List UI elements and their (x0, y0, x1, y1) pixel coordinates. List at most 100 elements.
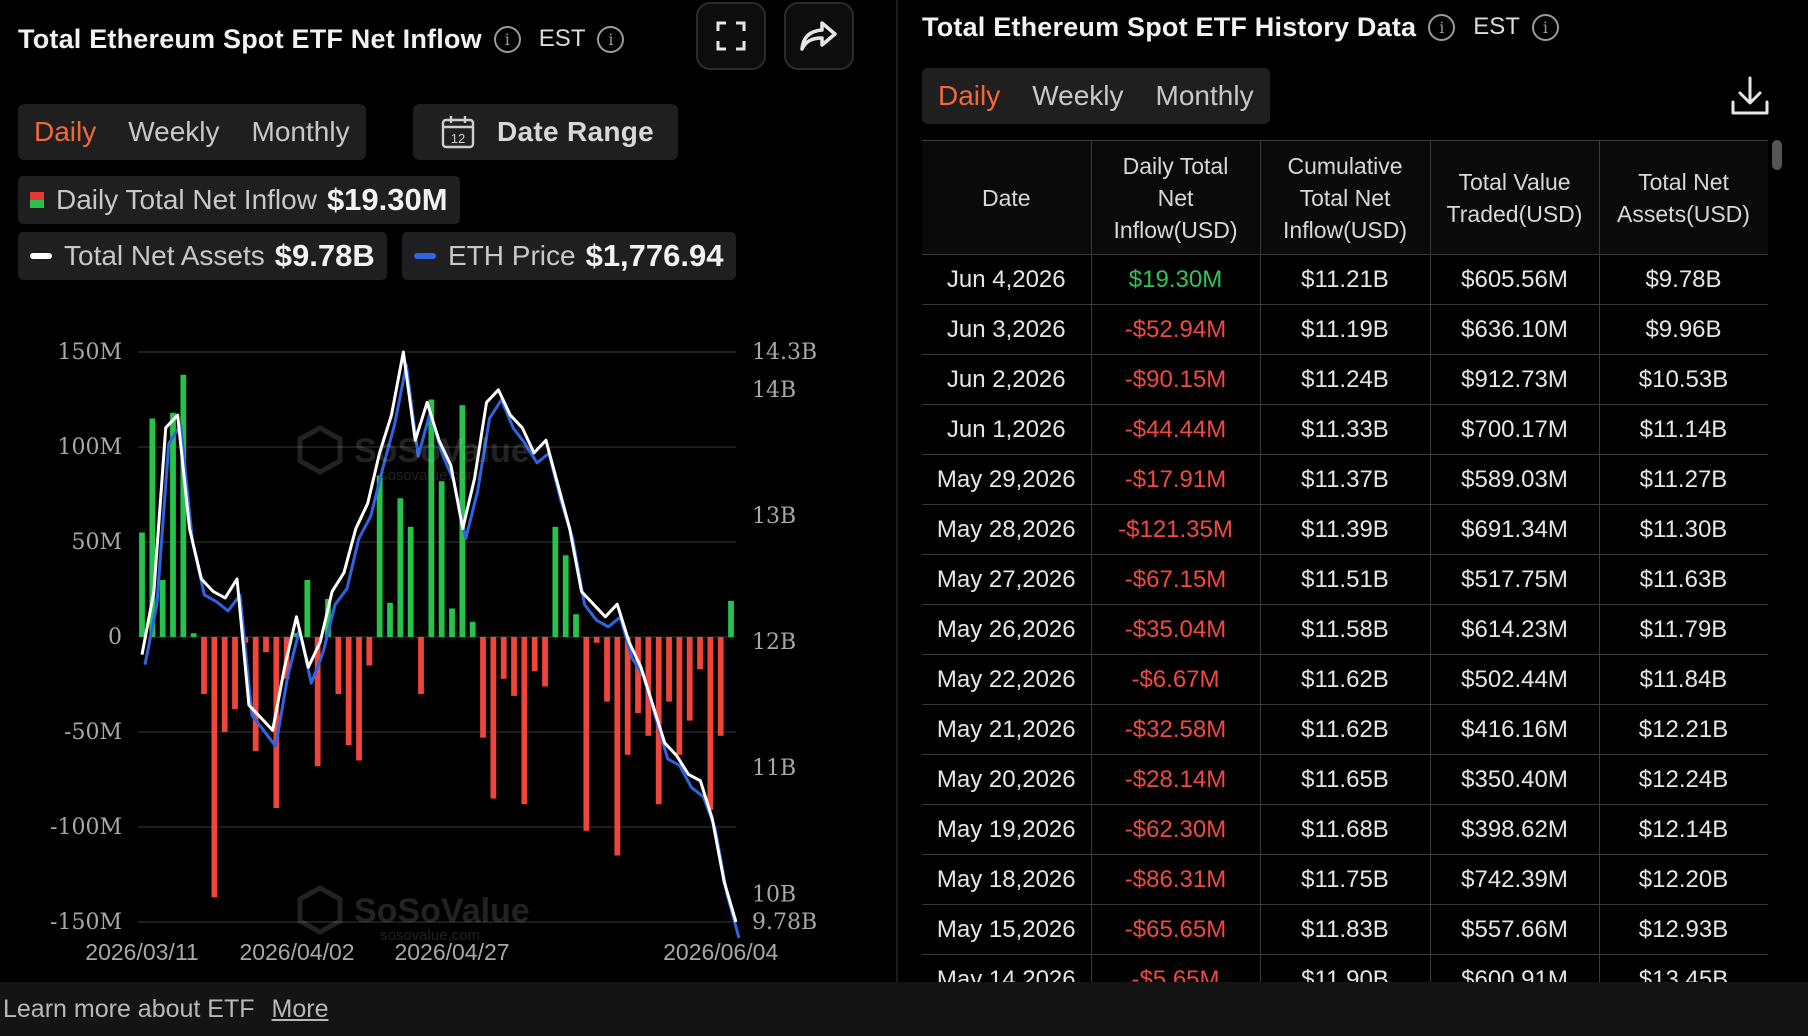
y2-tick-label: 14B (752, 378, 796, 403)
tab-daily[interactable]: Daily (938, 80, 1001, 111)
table-header-row: Date Daily Total Net Inflow(USD) Cumulat… (922, 140, 1768, 255)
tab-monthly[interactable]: Monthly (251, 116, 350, 147)
table-scrollbar[interactable] (1772, 140, 1782, 170)
table-row[interactable]: May 22,2026 -$6.67M $11.62B $502.44M $11.84B (922, 654, 1768, 705)
history-table-container[interactable]: Date Daily Total Net Inflow(USD) Cumulat… (922, 140, 1768, 982)
y-tick-label: 150M (57, 340, 122, 365)
inflow-bar (480, 637, 486, 738)
share-icon (800, 21, 837, 51)
inflow-bar (139, 532, 145, 637)
cell-cumulative: $11.62B (1260, 654, 1431, 705)
cell-assets: $9.78B (1599, 254, 1768, 305)
inflow-panel: Total Ethereum Spot ETF Net Inflow i EST… (0, 0, 897, 982)
legend-assets-label: Total Net Assets (64, 240, 265, 271)
inflow-bar (418, 637, 424, 694)
date-range-button[interactable]: 12 Date Range (413, 104, 678, 160)
col-header-date[interactable]: Date (922, 140, 1092, 255)
table-row[interactable]: May 20,2026 -$28.14M $11.65B $350.40M $12.24… (922, 754, 1768, 805)
y2-tick-label: 14.3B (752, 340, 817, 365)
table-row[interactable]: Jun 1,2026 -$44.44M $11.33B $700.17M $11.14B (922, 404, 1768, 455)
legend-price-value: $1,776.94 (585, 238, 724, 273)
info-icon[interactable]: i (597, 25, 625, 53)
inflow-bar (170, 412, 176, 637)
panel-divider (896, 0, 898, 982)
cell-cumulative: $11.65B (1260, 754, 1431, 805)
info-icon[interactable]: i (1428, 13, 1456, 41)
inflow-bar (211, 637, 218, 898)
inflow-bar (273, 637, 280, 808)
table-row[interactable]: Jun 2,2026 -$90.15M $11.24B $912.73M $10.53B (922, 354, 1768, 405)
svg-text:12: 12 (451, 131, 465, 146)
table-row[interactable]: May 14,2026 -$5.65M $11.90B $600.91M $13.45B (922, 954, 1768, 982)
cell-traded: $502.44M (1430, 654, 1600, 705)
y2-tick-label: 11B (752, 756, 796, 781)
inflow-bar (562, 555, 569, 637)
info-icon[interactable]: i (493, 25, 521, 53)
cell-cumulative: $11.62B (1260, 704, 1431, 755)
y-tick-label: -50M (64, 720, 122, 745)
col-header-assets[interactable]: Total Net Assets(USD) (1599, 140, 1768, 255)
y2-tick-label: 10B (752, 882, 796, 907)
cell-traded: $589.03M (1430, 454, 1600, 505)
table-row[interactable]: May 18,2026 -$86.31M $11.75B $742.39M $12.20… (922, 854, 1768, 905)
cell-cumulative: $11.39B (1260, 504, 1431, 555)
inflow-bar (387, 602, 393, 637)
table-row[interactable]: May 28,2026 -$121.35M $11.39B $691.34M $11.3… (922, 504, 1768, 555)
svg-text:sosovalue.com: sosovalue.com (380, 927, 480, 944)
legend-assets[interactable]: Total Net Assets $9.78B (18, 232, 387, 280)
table-row[interactable]: May 26,2026 -$35.04M $11.58B $614.23M $11.79… (922, 604, 1768, 655)
cell-inflow: -$52.94M (1091, 304, 1261, 355)
svg-text:sosovalue.com: sosovalue.com (380, 467, 480, 484)
tab-weekly[interactable]: Weekly (128, 116, 220, 147)
cell-cumulative: $11.90B (1260, 954, 1431, 982)
tab-monthly[interactable]: Monthly (1155, 80, 1254, 111)
legend-price[interactable]: ETH Price $1,776.94 (402, 232, 736, 280)
x-tick-label: 2026/03/11 (85, 939, 198, 965)
table-row[interactable]: May 15,2026 -$65.65M $11.83B $557.66M $12.93… (922, 904, 1768, 955)
tab-weekly[interactable]: Weekly (1032, 80, 1124, 111)
footer-more-link[interactable]: More (271, 994, 329, 1023)
cell-assets: $11.84B (1599, 654, 1768, 705)
legend-inflow[interactable]: Daily Total Net Inflow $19.30M (18, 176, 460, 224)
cell-date: May 22,2026 (922, 654, 1092, 705)
cell-inflow: -$5.65M (1091, 954, 1261, 982)
table-row[interactable]: May 21,2026 -$32.58M $11.62B $416.16M $12.21… (922, 704, 1768, 755)
col-header-cumulative[interactable]: Cumulative Total Net Inflow(USD) (1260, 140, 1431, 255)
cell-traded: $691.34M (1430, 504, 1600, 555)
col-header-inflow[interactable]: Daily Total Net Inflow(USD) (1091, 140, 1261, 255)
inflow-chart[interactable]: 150M 100M 50M 0 -50M -100M -150M 14.3B 14B 13B 12B… (0, 320, 880, 970)
inflow-bar (252, 637, 259, 751)
inflow-bar (490, 637, 497, 799)
timezone-label: EST (538, 25, 586, 52)
inflow-bar (438, 481, 445, 637)
cell-date: May 27,2026 (922, 554, 1092, 605)
total-net-assets-line (140, 350, 738, 923)
cell-inflow: -$32.58M (1091, 704, 1261, 755)
inflow-bar (232, 637, 238, 710)
table-row[interactable]: May 27,2026 -$67.15M $11.51B $517.75M $11.63… (922, 554, 1768, 605)
y-tick-label: -100M (50, 815, 122, 840)
col-header-traded[interactable]: Total Value Traded(USD) (1430, 140, 1600, 255)
inflow-bar (190, 633, 197, 637)
cell-traded: $398.62M (1430, 804, 1600, 855)
cell-assets: $12.21B (1599, 704, 1768, 755)
info-icon[interactable]: i (1531, 13, 1559, 41)
cell-date: May 14,2026 (922, 954, 1092, 982)
tab-daily[interactable]: Daily (34, 116, 97, 147)
inflow-bar (263, 637, 269, 653)
inflow-bar (604, 637, 610, 702)
inflow-bar (376, 475, 383, 637)
fullscreen-button[interactable] (696, 2, 766, 70)
cell-inflow: -$86.31M (1091, 854, 1261, 905)
table-row[interactable]: Jun 4,2026 $19.30M $11.21B $605.56M $9.78B (922, 254, 1768, 305)
assets-swatch (30, 253, 52, 259)
table-row[interactable]: May 19,2026 -$62.30M $11.68B $398.62M $12.14… (922, 804, 1768, 855)
cell-inflow: $19.30M (1091, 254, 1261, 305)
inflow-bar (676, 637, 683, 755)
download-icon[interactable] (1728, 74, 1772, 118)
inflow-bar (180, 374, 187, 637)
cell-date: May 19,2026 (922, 804, 1092, 855)
table-row[interactable]: May 29,2026 -$17.91M $11.37B $589.03M $11.27… (922, 454, 1768, 505)
share-button[interactable] (784, 2, 854, 70)
table-row[interactable]: Jun 3,2026 -$52.94M $11.19B $636.10M $9.96B (922, 304, 1768, 355)
